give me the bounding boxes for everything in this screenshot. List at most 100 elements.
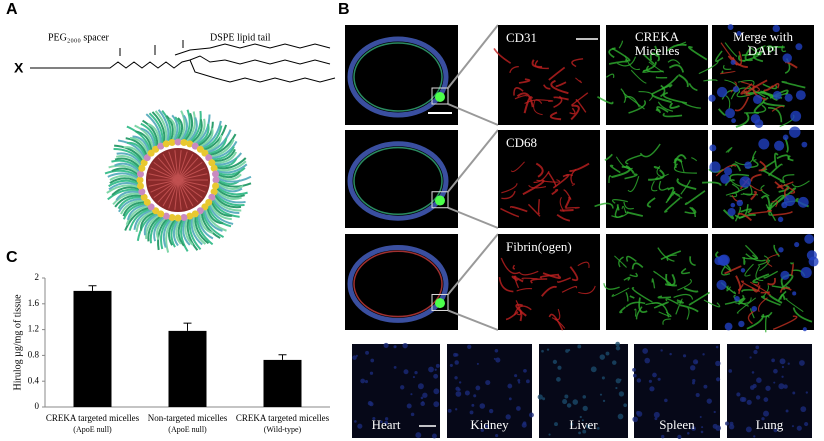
micelle-chain [190, 217, 203, 246]
fiber [677, 278, 692, 291]
fiber [702, 181, 722, 186]
micelle-chain [107, 172, 139, 180]
fiber [626, 255, 637, 262]
nucleus [779, 358, 786, 365]
fiber [665, 298, 679, 305]
nucleus [548, 433, 551, 436]
nucleus [773, 428, 778, 433]
nucleus [795, 43, 803, 51]
micelle-chain [115, 190, 141, 201]
fiber [518, 270, 539, 276]
micelle-chain [140, 127, 156, 148]
nucleus [777, 216, 784, 223]
core-lipid [177, 150, 182, 181]
nucleus [736, 392, 741, 397]
fiber [729, 173, 750, 180]
fiber [771, 105, 785, 112]
fiber [744, 104, 767, 114]
nucleus [546, 348, 550, 351]
nucleus [469, 410, 474, 415]
fiber [662, 318, 671, 325]
nucleus [380, 420, 383, 424]
micelle-head [136, 182, 144, 190]
nucleus [508, 397, 512, 401]
fiber [513, 87, 524, 96]
fiber [748, 209, 772, 215]
micelle-chain [143, 213, 158, 236]
fiber [790, 262, 795, 265]
fiber [743, 47, 764, 62]
micelle-chain [186, 218, 199, 251]
fiber [555, 81, 567, 88]
micelle-chain [216, 188, 245, 198]
fiber [772, 315, 798, 331]
micelle-chain [200, 212, 221, 239]
nucleus [738, 320, 745, 328]
fiber [691, 157, 698, 162]
nucleus [772, 24, 780, 33]
zoom-connector [447, 129, 499, 193]
fiber [686, 307, 690, 320]
nucleus [393, 345, 397, 349]
fiber [634, 308, 637, 317]
fiber [522, 179, 545, 196]
nucleus [701, 426, 704, 429]
micelle-chain [207, 205, 232, 228]
fiber [624, 210, 644, 217]
nucleus [753, 349, 758, 355]
micelle-head [201, 203, 209, 211]
micelle-chain [172, 219, 179, 247]
fiber [548, 66, 566, 81]
micelle-chain [184, 218, 194, 246]
fiber [569, 107, 576, 115]
fiber [571, 182, 575, 186]
fiber [737, 79, 755, 86]
nucleus [453, 352, 458, 357]
fiber [688, 46, 708, 61]
fiber [612, 199, 628, 204]
fiber [715, 164, 737, 177]
nucleus [727, 207, 736, 217]
fiber [530, 278, 548, 284]
nucleus [476, 362, 479, 365]
fiber [676, 178, 697, 190]
core-lipid [177, 161, 203, 181]
micelle-chain [115, 155, 142, 167]
micelle-chain [217, 175, 252, 183]
fiber [627, 176, 640, 193]
fiber [674, 157, 682, 162]
micelle-chain [122, 202, 146, 220]
nucleus [669, 352, 672, 356]
micelle-chain [157, 217, 169, 251]
fiber [639, 143, 661, 158]
fiber [715, 50, 724, 63]
fiber [689, 206, 697, 218]
nucleus [414, 371, 418, 375]
micelle-chain [194, 215, 210, 245]
nucleus [755, 345, 760, 350]
nucleus [763, 410, 769, 417]
fiber [752, 85, 767, 101]
fiber [521, 277, 538, 280]
organ-label: Lung [756, 417, 784, 432]
zoom-box [431, 191, 449, 209]
nucleus [601, 376, 605, 380]
micelle-chain [156, 217, 167, 241]
nucleus [761, 417, 765, 421]
nucleus [495, 357, 501, 363]
nucleus [615, 341, 620, 347]
fiber [771, 200, 779, 208]
micelle-chain [126, 203, 147, 221]
nucleus [471, 403, 475, 407]
nucleus [715, 425, 721, 431]
fiber [609, 164, 621, 174]
micelle-chain [180, 219, 189, 252]
column-label: Micelles [635, 43, 680, 58]
nucleus [749, 356, 752, 359]
fiber [724, 179, 735, 187]
nucleus [612, 360, 617, 365]
micelle-chain [149, 215, 163, 244]
nucleus [369, 371, 374, 375]
fiber [624, 173, 638, 180]
